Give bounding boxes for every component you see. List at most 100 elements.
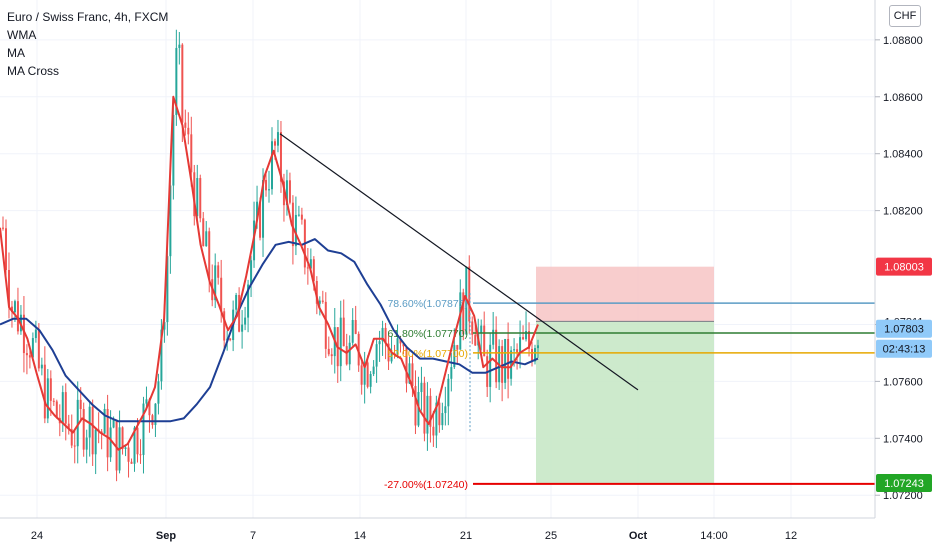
candle-body <box>414 386 417 426</box>
candle-body <box>456 345 459 350</box>
take-profit-zone <box>536 321 714 483</box>
candle-body <box>501 346 504 383</box>
candle-body <box>28 355 31 358</box>
y-tick-label: 1.08800 <box>883 35 923 47</box>
candle-body <box>148 399 151 416</box>
candle-body <box>306 267 309 269</box>
candle-body <box>181 44 184 123</box>
candle-body <box>4 228 7 270</box>
candle-body <box>262 179 265 238</box>
trendline <box>279 133 639 391</box>
y-tick-label: 1.08400 <box>883 149 923 161</box>
legend-study-ma[interactable]: MA <box>7 46 25 60</box>
candle-body <box>282 181 285 206</box>
candle-body <box>375 344 378 367</box>
candle-body <box>450 367 453 379</box>
candle-body <box>169 185 172 257</box>
candle-body <box>196 178 199 217</box>
legend-title[interactable]: Euro / Swiss Franc, 4h, FXCM <box>7 10 169 24</box>
candle-body <box>157 381 160 404</box>
candle-body <box>489 344 492 387</box>
candle-body <box>474 334 477 346</box>
price-tag-current: 1.07803 <box>884 324 924 336</box>
candle-body <box>193 172 196 217</box>
candle-body <box>115 419 118 471</box>
candle-body <box>444 406 447 414</box>
candle-body <box>79 399 82 410</box>
candle-body <box>175 47 178 116</box>
candle-body <box>309 259 312 269</box>
candle-body <box>172 115 175 186</box>
candle-body <box>160 329 163 382</box>
candle-body <box>369 374 372 387</box>
candle-body <box>154 403 157 426</box>
candle-body <box>432 426 435 436</box>
candle-body <box>214 265 217 301</box>
candle-body <box>468 266 471 322</box>
candle-body <box>259 201 262 238</box>
candle-body <box>531 348 534 362</box>
candle-body <box>85 437 88 450</box>
candle-body <box>190 134 193 173</box>
candles <box>2 29 539 482</box>
candle-body <box>130 461 133 464</box>
price-tag-target-bg <box>876 473 932 492</box>
candle-body <box>49 378 52 401</box>
x-tick-label: 24 <box>31 530 43 542</box>
candle-body <box>381 327 384 342</box>
candle-body <box>34 329 37 339</box>
indicator-lines <box>0 95 539 451</box>
x-tick-label: 14:00 <box>700 530 728 542</box>
candle-body <box>94 429 97 455</box>
candle-body <box>312 259 315 282</box>
price-tag-stop-bg <box>876 257 932 276</box>
legend-study-ma-cross[interactable]: MA Cross <box>7 64 60 78</box>
legend-study-wma[interactable]: WMA <box>7 28 37 42</box>
candle-body <box>384 327 387 344</box>
y-tick-label: 1.07600 <box>883 376 923 388</box>
candle-body <box>52 400 55 402</box>
position-zones <box>536 266 714 483</box>
candle-body <box>372 366 375 375</box>
candle-body <box>55 401 58 418</box>
candle-body <box>76 399 79 447</box>
candle-body <box>363 362 366 385</box>
wma-line <box>0 95 539 451</box>
candle-body <box>127 447 130 462</box>
candle-body <box>405 346 408 384</box>
candle-body <box>402 343 405 347</box>
candle-body <box>360 365 363 385</box>
candle-body <box>163 322 166 330</box>
candle-body <box>408 363 411 384</box>
candle-body <box>16 301 19 332</box>
candle-body <box>513 349 516 351</box>
candle-body <box>339 317 342 367</box>
candle-body <box>64 392 67 424</box>
candle-body <box>217 265 220 278</box>
countdown-bg <box>876 339 932 358</box>
candle-body <box>279 132 282 182</box>
candle-body <box>124 447 127 450</box>
candle-body <box>441 413 444 426</box>
candle-body <box>294 214 297 247</box>
candle-body <box>2 227 4 229</box>
candle-body <box>43 364 46 419</box>
x-tick-label: Sep <box>156 530 176 542</box>
candle-body <box>519 337 522 354</box>
y-tick-label: 1.08600 <box>883 92 923 104</box>
candle-body <box>208 231 211 280</box>
x-tick-label: 7 <box>250 530 256 542</box>
candle-body <box>480 325 483 333</box>
candle-body <box>40 364 43 369</box>
candle-body <box>244 317 247 325</box>
x-tick-label: 12 <box>785 530 797 542</box>
candle-body <box>471 321 474 335</box>
x-tick-label: 14 <box>354 530 366 542</box>
currency-button[interactable]: CHF <box>889 5 921 27</box>
candle-body <box>202 218 205 247</box>
candle-body <box>142 403 145 455</box>
candle-body <box>220 277 223 312</box>
candle-body <box>10 306 13 313</box>
